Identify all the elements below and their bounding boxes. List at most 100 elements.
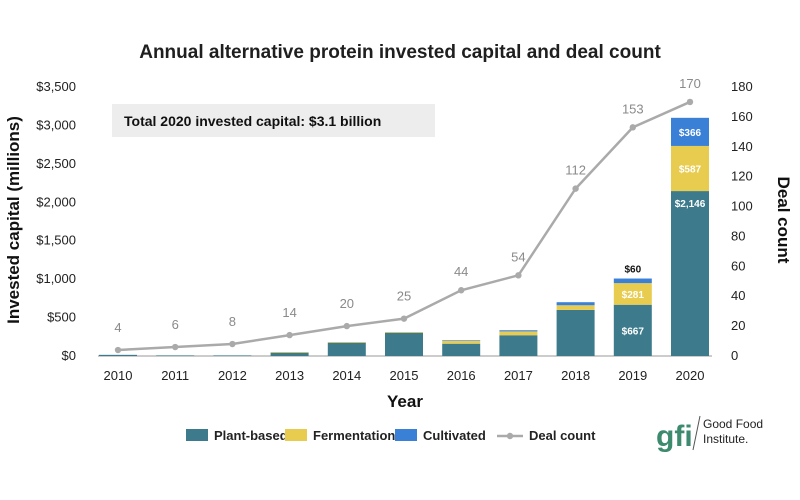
x-tick-label: 2015: [390, 368, 419, 383]
bar-plant-based: [156, 355, 195, 356]
x-tick-label: 2013: [275, 368, 304, 383]
segment-value-label: $2,146: [675, 199, 706, 210]
bars: [99, 117, 709, 356]
y2-tick-label: 40: [731, 288, 745, 303]
legend-label: Cultivated: [423, 428, 486, 443]
legend-swatch-point: [506, 432, 514, 440]
legend-swatch: [285, 429, 307, 441]
x-axis: 2010 2011 2012 2013 2014 2015 2016 2017 2018 2019…: [104, 368, 705, 383]
y2-tick-label: 0: [731, 348, 738, 363]
callout-text: Total 2020 invested capital: $3.1 billio…: [124, 113, 381, 129]
y-tick-label: $3,500: [36, 79, 76, 94]
y2-tick-label: 80: [731, 228, 745, 243]
segment-value-label: $587: [679, 165, 702, 176]
bar-plant-based: [99, 354, 137, 356]
deal-count-point: [229, 340, 236, 348]
y2-tick-label: 180: [731, 79, 753, 94]
deal-count-label: 170: [679, 76, 701, 91]
x-tick-label: 2016: [447, 368, 476, 383]
logo-divider: [692, 415, 701, 451]
segment-value-label: $60: [624, 265, 641, 276]
deal-count-label: 112: [565, 163, 586, 178]
bar-plant-based: [213, 355, 252, 356]
bar-fermentation: [270, 352, 309, 353]
y2-tick-label: 140: [731, 139, 753, 154]
bar-cultivated: [671, 117, 709, 146]
bar-cultivated: [442, 340, 481, 341]
legend-swatch: [395, 429, 417, 441]
bar-plant-based: [613, 304, 652, 356]
bar-fermentation: [556, 305, 595, 310]
x-tick-label: 2017: [504, 368, 533, 383]
x-tick-label: 2011: [161, 368, 189, 383]
deal-count-point: [343, 322, 350, 330]
y-tick-label: $500: [47, 310, 76, 325]
y2-tick-label: 120: [731, 169, 753, 184]
legend-label: Deal count: [529, 428, 596, 443]
deal-count-label: 8: [229, 314, 236, 329]
bar-fermentation: [385, 332, 423, 333]
deal-count-point: [515, 272, 522, 279]
deal-count-label: 54: [511, 249, 525, 264]
deal-count-label: 153: [622, 101, 644, 116]
y-tick-label: $1,000: [36, 271, 76, 286]
x-tick-label: 2014: [332, 368, 361, 383]
y-tick-label: $2,500: [36, 156, 76, 171]
x-tick-label: 2018: [561, 368, 590, 383]
y2-tick-label: 20: [731, 318, 745, 333]
bar-plant-based: [671, 191, 709, 356]
deal-count-label: 44: [454, 264, 468, 279]
bar-fermentation: [613, 283, 652, 305]
chart-title: Annual alternative protein invested capi…: [139, 42, 661, 63]
logo-line-1: Good Food: [703, 417, 763, 431]
bar-fermentation: [671, 145, 709, 192]
bar-plant-based: [327, 342, 366, 356]
bar-plant-based: [385, 332, 423, 356]
bar-plant-based: [442, 343, 481, 356]
legend-swatch: [186, 429, 208, 441]
bar-fermentation: [499, 331, 538, 336]
segment-labels: $667 $281 $60 $2,146 $587 $366: [622, 128, 706, 337]
legend-label: Fermentation: [313, 428, 395, 443]
bar-cultivated: [556, 302, 595, 306]
deal-count-label: 20: [340, 296, 354, 311]
y-tick-label: $0: [62, 348, 76, 363]
deal-count-point: [458, 287, 465, 294]
x-tick-label: 2019: [618, 368, 647, 383]
legend-label: Plant-based: [214, 428, 288, 443]
deal-count-point: [286, 331, 293, 339]
x-tick-label: 2010: [104, 368, 133, 383]
deal-count-label: 25: [397, 289, 411, 304]
y2-tick-label: 160: [731, 109, 753, 124]
y2-tick-label: 100: [731, 199, 753, 214]
y2-axis-title: Deal count: [774, 177, 793, 264]
y-tick-label: $2,000: [36, 194, 76, 209]
deal-count-label: 4: [114, 320, 121, 335]
deal-count-point: [114, 346, 122, 354]
y-tick-label: $1,500: [36, 233, 76, 248]
x-tick-label: 2020: [676, 368, 705, 383]
gfi-logo-mark: gfi: [656, 420, 693, 453]
segment-value-label: $281: [622, 290, 645, 301]
x-axis-title: Year: [387, 392, 423, 411]
deal-count-label: 6: [172, 317, 179, 332]
bar-fermentation: [442, 340, 481, 344]
logo-line-2: Institute.: [703, 432, 748, 446]
y-axis-right: 0 20 40 60 80 100 120 140 160 180: [731, 79, 753, 363]
callout-box: [112, 104, 435, 137]
bar-plant-based: [556, 309, 595, 356]
segment-value-label: $366: [679, 128, 702, 139]
y-axis-left: $0 $500 $1,000 $1,500 $2,000 $2,500 $3,000 $3,5…: [36, 79, 76, 363]
bar-cultivated: [613, 278, 652, 284]
segment-value-label: $667: [622, 326, 645, 337]
bar-cultivated: [499, 330, 538, 332]
bar-plant-based: [270, 352, 309, 356]
y-axis-title: Invested capital (millions): [4, 116, 23, 324]
deal-count-point: [172, 343, 179, 351]
y2-tick-label: 60: [731, 258, 745, 273]
deal-count-point: [686, 98, 694, 106]
deal-count-label: 14: [282, 305, 296, 320]
x-tick-label: 2012: [218, 368, 247, 383]
deal-count-polyline: [117, 100, 691, 352]
